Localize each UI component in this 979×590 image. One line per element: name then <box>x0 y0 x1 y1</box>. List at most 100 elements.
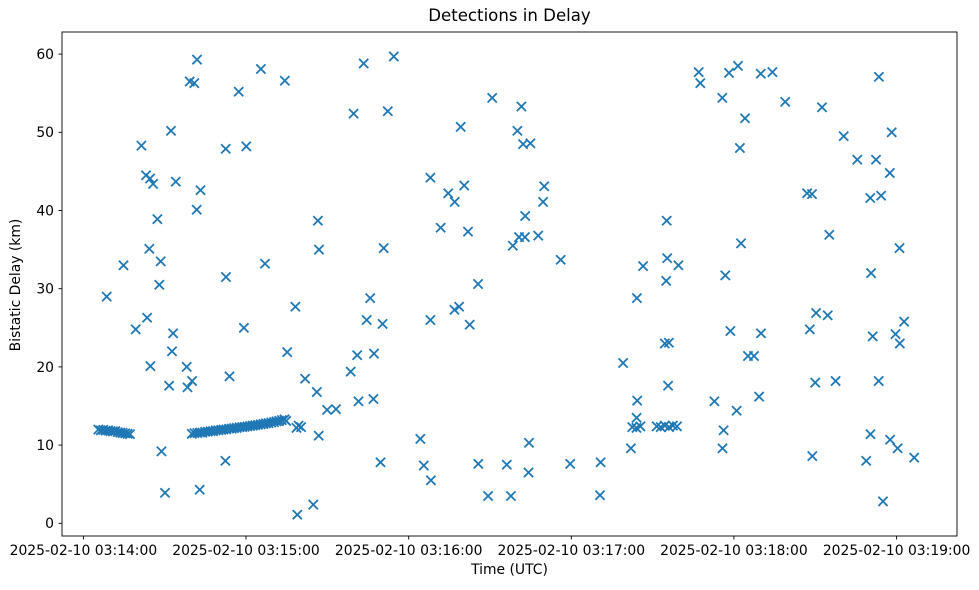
scatter-point <box>525 138 536 149</box>
scatter-point <box>458 180 470 191</box>
scatter-point <box>418 460 430 471</box>
scatter-point <box>523 467 534 478</box>
scatter-point <box>718 425 729 436</box>
scatter-point <box>415 433 426 445</box>
scatter-point <box>377 318 388 330</box>
scatter-point <box>165 125 177 137</box>
scatter-point <box>144 243 155 255</box>
scatter-point <box>734 142 746 154</box>
scatter-point <box>189 77 200 89</box>
y-axis-ticks: 0 10 20 30 40 50 60 <box>36 47 62 532</box>
scatter-point <box>241 141 252 152</box>
scatter-point <box>631 292 643 304</box>
y-tick-label: 0 <box>45 516 54 532</box>
scatter-point <box>709 396 720 407</box>
scatter-point <box>532 230 544 241</box>
scatter-point <box>101 291 112 302</box>
scatter-point <box>671 421 683 432</box>
scatter-point <box>308 499 319 510</box>
scatter-point <box>361 314 372 326</box>
scatter-point <box>425 475 437 486</box>
scatter-point <box>873 375 884 387</box>
scatter-point <box>118 260 129 271</box>
scatter-point <box>163 380 175 391</box>
scatter-point <box>838 130 849 142</box>
scatter-point <box>182 382 193 393</box>
scatter-point <box>631 412 642 424</box>
scatter-point <box>725 325 736 337</box>
scatter-point <box>505 490 517 502</box>
scatter-point <box>637 260 649 272</box>
scatter-point <box>804 324 816 335</box>
scatter-point <box>564 458 576 470</box>
scatter-point <box>170 176 182 187</box>
scatter-point <box>191 204 202 215</box>
scatter-point <box>717 443 728 454</box>
scatter-point <box>330 403 342 415</box>
scatter-point <box>345 366 356 377</box>
scatter-point <box>807 450 818 462</box>
scatter-point <box>739 113 751 124</box>
x-tick-label: 2025-02-10 03:19:00 <box>823 543 971 559</box>
scatter-point <box>512 125 523 137</box>
scatter-point <box>312 215 324 226</box>
scatter-point <box>806 188 818 200</box>
scatter-point <box>195 184 206 196</box>
scatter-point <box>166 346 178 357</box>
axes-frame <box>61 31 958 537</box>
scatter-point <box>220 455 231 467</box>
scatter-point <box>147 178 159 190</box>
scatter-point <box>279 75 291 86</box>
scatter-point <box>255 63 267 75</box>
scatter-point <box>425 314 436 326</box>
y-tick-label: 50 <box>36 125 54 141</box>
scatter-point <box>662 380 674 391</box>
scatter-point <box>767 66 778 78</box>
scatter-point <box>809 377 821 388</box>
x-tick-label: 2025-02-10 03:18:00 <box>660 543 808 559</box>
scatter-point <box>695 77 706 89</box>
scatter-point <box>351 349 363 361</box>
scatter-point <box>884 434 896 445</box>
x-tick-label: 2025-02-10 03:14:00 <box>10 543 158 559</box>
scatter-point <box>830 375 841 387</box>
scatter-point <box>816 102 828 113</box>
scatter-point <box>358 58 369 69</box>
scatter-point <box>167 328 179 339</box>
scatter-point <box>635 421 646 432</box>
scatter-point <box>464 319 475 330</box>
scatter-point <box>122 428 133 440</box>
scatter-point <box>873 71 885 83</box>
scatter-point <box>130 324 141 335</box>
scatter-point <box>735 238 747 249</box>
scatter-point <box>375 457 386 468</box>
scatter-point <box>462 226 474 237</box>
scatter-point <box>425 172 436 183</box>
scatter-point <box>233 86 244 97</box>
scatter-point <box>156 446 167 457</box>
scatter-point <box>145 360 156 372</box>
scatter-point <box>720 270 731 281</box>
scatter-point <box>870 154 882 165</box>
scatter-point <box>822 310 833 321</box>
scatter-point <box>220 271 232 283</box>
scatter-point <box>136 140 147 151</box>
scatter-point <box>280 415 292 427</box>
scatter-point <box>224 371 235 382</box>
scatter-point <box>625 443 637 454</box>
scatter-point <box>693 66 704 78</box>
y-tick-label: 20 <box>36 360 54 376</box>
scatter-point <box>194 484 205 495</box>
scatter-point <box>894 242 905 254</box>
scatter-point <box>507 240 519 251</box>
scatter-point <box>295 421 307 433</box>
scatter-point <box>159 487 171 499</box>
scatter-point <box>388 51 400 62</box>
scatter-point <box>892 443 903 454</box>
scatter-point <box>368 393 379 405</box>
scatter-point <box>313 244 325 255</box>
y-tick-label: 60 <box>36 47 54 63</box>
scatter-point <box>661 252 673 264</box>
